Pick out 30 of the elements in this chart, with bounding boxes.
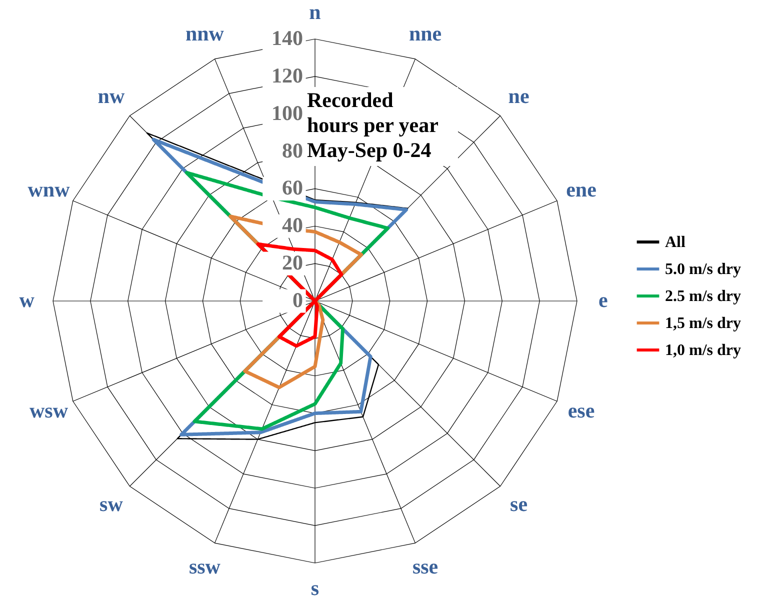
spoke-label: w: [19, 288, 36, 312]
legend-label: 1,5 m/s dry: [665, 315, 741, 332]
spoke-label: n: [309, 0, 322, 24]
spoke-label: sw: [100, 492, 124, 516]
y-tick-label: 100: [272, 100, 303, 125]
spoke-label: nne: [408, 22, 442, 46]
text: Recorded hours per year May-Sep 0-24: [307, 88, 438, 162]
spoke-label: se: [510, 492, 528, 516]
y-tick-label: 20: [282, 250, 303, 275]
legend-label: 1,0 m/s dry: [665, 342, 741, 359]
spoke-label: s: [310, 576, 320, 596]
legend-label: All: [665, 234, 686, 251]
spoke-label: ssw: [188, 554, 222, 578]
spoke-label: ene: [566, 178, 596, 202]
spoke-label: nw: [98, 84, 126, 108]
y-tick-label: 60: [282, 176, 303, 200]
y-tick-label: 120: [272, 63, 303, 88]
legend-label: 2.5 m/s dry: [665, 288, 741, 305]
spoke-label: nnw: [185, 22, 225, 46]
spoke-label: wsw: [29, 398, 69, 422]
y-tick-label: 40: [282, 213, 303, 238]
spoke-label: ne: [508, 84, 530, 108]
spoke-label: wnw: [28, 178, 71, 202]
spoke-label: ese: [568, 398, 595, 422]
y-tick-label: 140: [272, 26, 303, 50]
spoke-label: sse: [412, 554, 438, 578]
spoke-label: e: [598, 288, 608, 312]
y-tick-label: 0: [292, 288, 303, 312]
legend-label: 5.0 m/s dry: [665, 261, 741, 278]
y-tick-label: 80: [282, 138, 303, 162]
